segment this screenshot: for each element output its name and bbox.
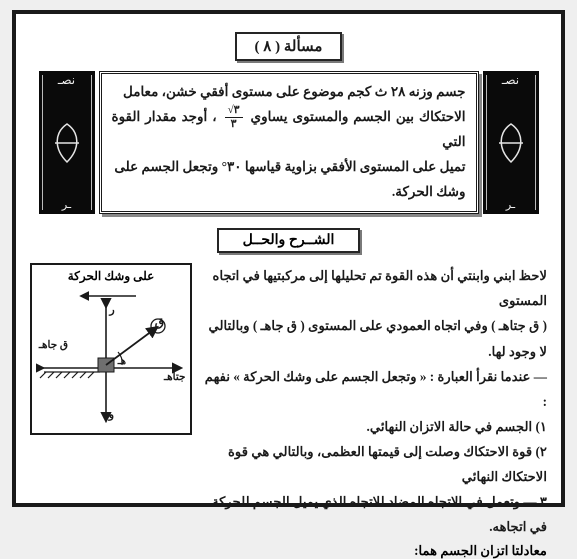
seal-text-b: ـر	[39, 199, 95, 212]
fraction: ٣√ ٣	[225, 105, 243, 130]
seal-text-b: ـر	[483, 199, 539, 212]
solution-title: الشــرح والحــل	[217, 228, 361, 253]
content-row: لاحظ ابني وابنتي أن هذه القوة تم تحليلها…	[30, 263, 547, 539]
w-label: و	[108, 409, 114, 421]
note-line: ( ق جتاهـ ) وفي اتجاه العمودي على المستو…	[202, 313, 547, 363]
note-line: ٣ — وتعمل في الاتجاه المضاد للاتجاه الذي…	[202, 489, 547, 539]
note-line: ٢) قوة الاحتكاك وصلت إلى قيمتها العظمى، …	[202, 439, 547, 489]
diagram-caption: على وشك الحركة	[36, 269, 186, 284]
seal-text: نصـ	[483, 73, 539, 87]
problem-line: الاحتكاك بين الجسم والمستوى يساوي ٣√ ٣ ،…	[112, 105, 466, 155]
page: مسألة ( ٨ ) نصـ ـر جسم وزنه ٢٨ ث كجم موض…	[12, 10, 565, 507]
seal-right: نصـ ـر	[483, 71, 539, 214]
problem-line: جسم وزنه ٢٨ ث كجم موضوع على مستوى أفقي خ…	[112, 80, 466, 105]
angle-label: هـ	[117, 356, 126, 367]
r-label: ر	[108, 304, 114, 316]
note-line: — عندما نقرأ العبارة : « وتجعل الجسم على…	[202, 364, 547, 414]
problem-title: مسألة ( ٨ )	[235, 32, 343, 61]
footer-line: معادلتا اتزان الجسم هما:	[30, 543, 547, 559]
header: مسألة ( ٨ )	[30, 32, 547, 61]
notes: لاحظ ابني وابنتي أن هذه القوة تم تحليلها…	[202, 263, 547, 539]
problem-box: جسم وزنه ٢٨ ث كجم موضوع على مستوى أفقي خ…	[99, 71, 479, 214]
note-line: ١) الجسم في حالة الاتزان النهائي.	[202, 414, 547, 439]
problem-row: نصـ ـر جسم وزنه ٢٨ ث كجم موضوع على مستوى…	[30, 71, 547, 214]
sin-label: ق جاهـ	[38, 339, 68, 351]
problem-line: وشك الحركة.	[112, 180, 466, 205]
seal-left: نصـ ـر	[39, 71, 95, 214]
note-line: لاحظ ابني وابنتي أن هذه القوة تم تحليلها…	[202, 263, 547, 313]
problem-line: تميل على المستوى الأفقي بزاوية قياسها ٣٠…	[112, 155, 466, 180]
free-body-diagram: على وشك الحركة	[30, 263, 192, 435]
subtitle-wrap: الشــرح والحــل	[30, 228, 547, 253]
f-label: ق	[155, 315, 164, 329]
seal-text: نصـ	[39, 73, 95, 87]
cos-label: ق جتاهـ	[163, 371, 186, 383]
